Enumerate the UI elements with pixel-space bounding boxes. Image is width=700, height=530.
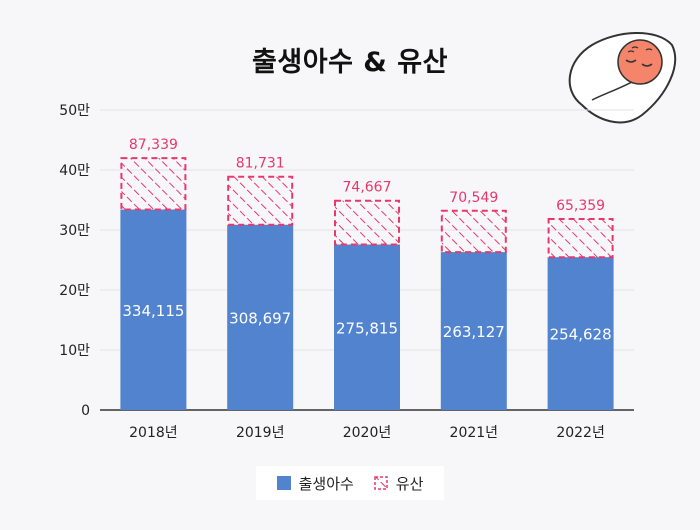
bar-births (120, 209, 187, 410)
swaddled-baby-illustration (568, 32, 677, 124)
bar-births (547, 257, 614, 410)
legend-item-births: 출생아수 (276, 473, 354, 494)
bar-miscarriage (334, 199, 400, 246)
y-tick-label: 40만 (59, 163, 90, 179)
bar-births (334, 244, 400, 410)
x-tick-label: 2020년 (343, 425, 392, 441)
legend-swatch-miscarriage (374, 476, 388, 490)
y-tick-label: 0 (81, 403, 90, 419)
data-label-births: 263,127 (443, 323, 505, 341)
legend-item-miscarriage: 유산 (374, 473, 424, 494)
legend: 출생아수 유산 (256, 466, 444, 500)
bar-births (227, 224, 294, 410)
x-tick-label: 2018년 (129, 425, 178, 441)
y-tick-label: 10만 (59, 343, 90, 359)
data-label-miscarriage: 87,339 (129, 137, 178, 153)
data-label-miscarriage: 81,731 (236, 156, 285, 172)
bar-miscarriage (120, 157, 187, 211)
bar-miscarriage (547, 218, 614, 259)
x-tick-label: 2021년 (450, 425, 499, 441)
y-tick-label: 50만 (59, 103, 90, 119)
chart-title: 출생아수 & 유산 (252, 47, 448, 78)
bar-miscarriage (440, 209, 507, 254)
data-label-miscarriage: 65,359 (556, 198, 605, 214)
data-label-miscarriage: 74,667 (343, 180, 392, 196)
x-tick-label: 2019년 (236, 425, 285, 441)
bar-births (440, 252, 507, 410)
legend-label-miscarriage: 유산 (395, 474, 424, 493)
data-label-births: 275,815 (336, 319, 398, 337)
data-label-births: 308,697 (229, 309, 291, 327)
data-label-births: 334,115 (122, 302, 184, 320)
y-tick-label: 30만 (59, 223, 90, 239)
bar-miscarriage (227, 175, 294, 226)
data-label-births: 254,628 (550, 326, 612, 344)
data-label-miscarriage: 70,549 (449, 190, 498, 206)
legend-swatch-births (276, 476, 291, 490)
x-tick-label: 2022년 (556, 425, 605, 441)
legend-label-births: 출생아수 (298, 474, 354, 493)
y-tick-label: 20만 (59, 283, 90, 299)
